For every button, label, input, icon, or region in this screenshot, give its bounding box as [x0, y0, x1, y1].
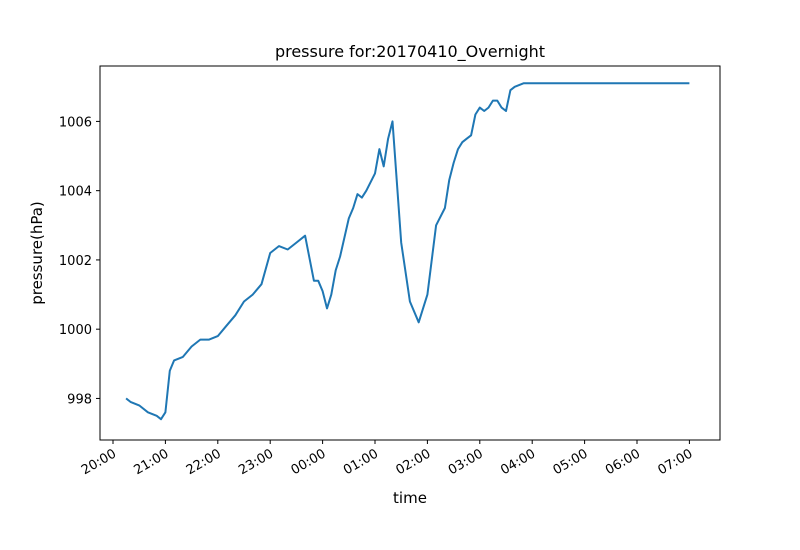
- y-axis-label: pressure(hPa): [28, 201, 46, 305]
- y-tick-label: 1006: [59, 115, 92, 130]
- x-tick-label: 07:00: [655, 446, 695, 478]
- y-axis: 998 1000 1002 1004 1006: [59, 115, 100, 407]
- x-tick-label: 00:00: [289, 446, 329, 478]
- x-tick-label: 05:00: [551, 446, 591, 478]
- x-tick-label: 20:00: [79, 446, 119, 478]
- x-tick-label: 21:00: [131, 446, 171, 478]
- y-tick-label: 998: [67, 392, 92, 407]
- y-tick-label: 1002: [59, 254, 92, 269]
- plot-frame: [99, 65, 721, 441]
- y-tick-label: 1004: [59, 185, 92, 200]
- x-axis: 20:00 21:00 22:00 23:00 00:00 01:00 02:00 03:00…: [79, 440, 695, 478]
- x-tick-label: 06:00: [603, 446, 643, 478]
- y-tick-label: 1000: [59, 323, 92, 338]
- pressure-series-line: [125, 82, 690, 421]
- chart-title: pressure for:20170410_Overnight: [275, 42, 545, 62]
- x-tick-label: 02:00: [393, 446, 433, 478]
- x-tick-label: 03:00: [446, 446, 486, 478]
- x-tick-label: 22:00: [184, 446, 224, 478]
- x-axis-label: time: [393, 489, 427, 507]
- series-layer: [125, 82, 690, 421]
- x-tick-label: 01:00: [341, 446, 381, 478]
- x-tick-label: 23:00: [236, 446, 276, 478]
- x-tick-label: 04:00: [498, 446, 538, 478]
